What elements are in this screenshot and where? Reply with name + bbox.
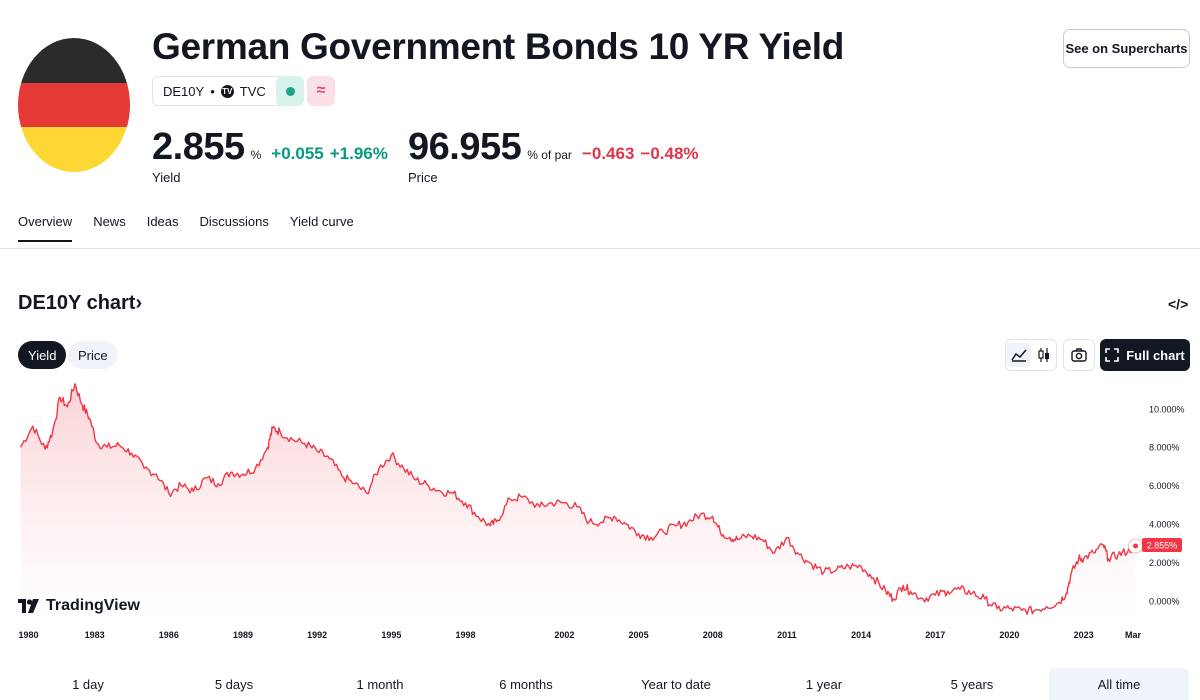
x-tick-label: 2011: [777, 630, 797, 640]
tab-overview[interactable]: Overview: [18, 214, 73, 242]
full-chart-label: Full chart: [1126, 347, 1185, 363]
y-tick-label: 4.000%: [1149, 520, 1180, 530]
range-1-month[interactable]: 1 month: [356, 676, 404, 692]
tradingview-watermark: TradingView: [18, 597, 140, 615]
tradingview-badge-icon: TV: [220, 84, 234, 98]
x-tick-label: 2023: [1074, 630, 1094, 640]
x-tick-label: 1992: [307, 630, 327, 640]
yield-unit: %: [250, 148, 262, 162]
x-tick-label: 1986: [159, 630, 179, 640]
chart-style-toggle: [1005, 339, 1057, 371]
yield-label: Yield: [152, 170, 181, 185]
exchange-label: TVC: [239, 83, 266, 99]
range-all-time[interactable]: All time: [1049, 668, 1189, 700]
y-tick-label: 0.000%: [1149, 596, 1180, 606]
market-status-dot-icon: [285, 86, 295, 96]
yield-change-percent: +1.96%: [329, 144, 388, 163]
range-1-year[interactable]: 1 year: [805, 676, 843, 692]
y-tick-label: 10.000%: [1149, 404, 1185, 414]
x-tick-label: Mar: [1125, 630, 1142, 640]
price-label: Price: [408, 170, 438, 185]
chevron-right-icon: ›: [135, 292, 143, 314]
delayed-data-chip[interactable]: ≈: [307, 76, 335, 106]
tab-news[interactable]: News: [93, 214, 126, 229]
x-tick-label: 2008: [703, 630, 723, 640]
tab-ideas[interactable]: Ideas: [146, 214, 179, 229]
tabs-divider: [0, 248, 1200, 249]
embed-code-icon[interactable]: </>: [1168, 296, 1189, 312]
yield-value: 2.855: [152, 126, 245, 168]
german-flag-logo: [18, 38, 130, 172]
x-tick-label: 1983: [85, 630, 105, 640]
tradingview-logo-icon: [18, 599, 39, 613]
y-tick-label: 2.000%: [1149, 558, 1180, 568]
range-5-days[interactable]: 5 days: [214, 676, 254, 692]
flag-stripe-black: [18, 38, 130, 83]
delayed-data-icon: ≈: [316, 82, 326, 99]
fullscreen-icon: [1105, 348, 1120, 362]
market-open-status-chip[interactable]: [276, 76, 304, 106]
chart-section-title-link[interactable]: DE10Y chart›: [18, 292, 142, 315]
x-tick-label: 1989: [233, 630, 253, 640]
y-tick-label: 6.000%: [1149, 481, 1180, 491]
tab-discussions[interactable]: Discussions: [199, 214, 269, 229]
y-tick-label: 8.000%: [1149, 443, 1180, 453]
chart-area-fill: [20, 383, 1136, 620]
price-change: −0.463: [581, 144, 635, 163]
price-quote: 96.955 % of par −0.463 −0.48%: [408, 126, 705, 169]
range-1-day[interactable]: 1 day: [72, 676, 104, 692]
yield-quote: 2.855 % +0.055 +1.96%: [152, 126, 394, 169]
tab-yield-curve[interactable]: Yield curve: [289, 214, 354, 229]
symbol-tabs: Overview News Ideas Discussions Yield cu…: [18, 214, 354, 242]
symbol-exchange-selector[interactable]: DE10Y • TV TVC ▼: [152, 76, 297, 106]
x-tick-label: 2014: [851, 630, 871, 640]
mode-price-button[interactable]: Price: [68, 341, 118, 369]
x-tick-label: 1995: [381, 630, 401, 640]
yield-history-chart[interactable]: 0.000% 2.000% 4.000% 6.000% 8.000% 10.000% 2.8…: [0, 380, 1200, 650]
snapshot-camera-icon[interactable]: [1063, 339, 1095, 371]
last-value-label-bg: [1142, 537, 1182, 552]
flag-stripe-red: [18, 82, 130, 128]
x-tick-label: 1980: [18, 630, 38, 640]
flag-stripe-gold: [18, 127, 130, 172]
see-on-supercharts-button[interactable]: See on Supercharts: [1063, 29, 1190, 68]
time-range-selector: 1 day 5 days 1 month 6 months Year to da…: [18, 668, 1190, 700]
price-change-percent: −0.48%: [640, 144, 699, 163]
area-chart-icon[interactable]: [1006, 343, 1031, 367]
yield-change: +0.055: [271, 144, 324, 163]
range-6-months[interactable]: 6 months: [499, 676, 553, 692]
last-value-label: 2.855%: [1147, 540, 1178, 550]
last-point-marker: [1133, 543, 1139, 549]
page-title: German Government Bonds 10 YR Yield: [152, 26, 845, 67]
x-tick-label: 2017: [925, 630, 945, 640]
chart-series-line: [19, 383, 1137, 615]
full-chart-button[interactable]: Full chart: [1100, 339, 1190, 371]
range-year-to-date[interactable]: Year to date: [641, 676, 711, 692]
price-unit: % of par: [527, 148, 572, 162]
price-value: 96.955: [408, 126, 522, 168]
chart-section-title: DE10Y chart: [18, 292, 136, 314]
mode-yield-button[interactable]: Yield: [18, 341, 67, 369]
separator-dot: •: [210, 83, 215, 99]
x-tick-label: 2020: [999, 630, 1019, 640]
tradingview-brand: TradingView: [46, 597, 140, 614]
symbol-label: DE10Y: [163, 83, 205, 99]
range-5-years[interactable]: 5 years: [950, 676, 994, 692]
x-tick-label: 2002: [554, 630, 574, 640]
x-tick-label: 2005: [629, 630, 649, 640]
x-tick-label: 1998: [455, 630, 475, 640]
candlestick-chart-icon[interactable]: [1032, 343, 1056, 367]
